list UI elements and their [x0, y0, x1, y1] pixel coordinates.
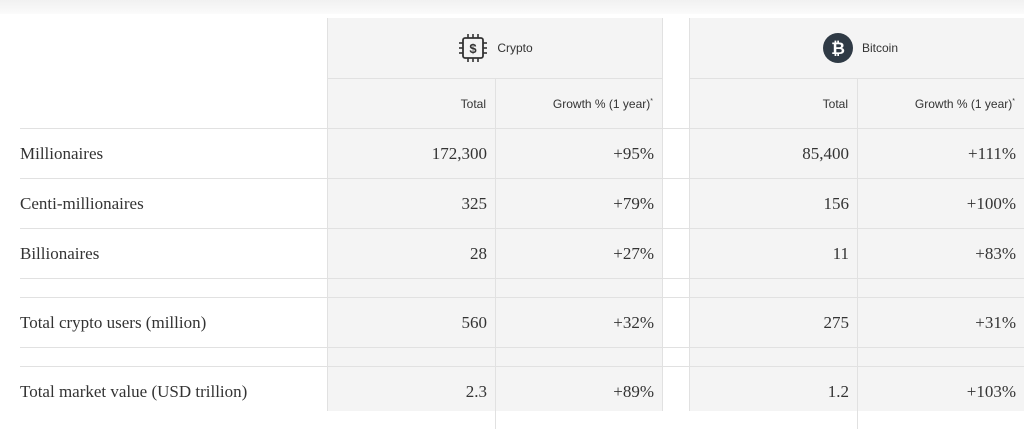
row-divider: [20, 228, 1024, 229]
crypto-growth-value: +27%: [613, 244, 654, 263]
bitcoin-column-title: Bitcoin: [861, 41, 899, 55]
bitcoin-column-divider: [857, 79, 858, 429]
bitcoin-growth-value: +31%: [975, 313, 1016, 332]
crypto-column: $ Crypto Total Growth % (1 year) *: [327, 18, 663, 429]
crypto-column-header: $ Crypto: [328, 18, 662, 79]
bitcoin-growth-header: Growth % (1 year) *: [914, 96, 1015, 111]
crypto-total-value: 172,300: [431, 144, 487, 163]
row-divider: [20, 347, 1024, 348]
crypto-total-value: 2.3: [465, 382, 487, 401]
row-divider: [20, 178, 1024, 179]
row-divider: [20, 128, 1024, 129]
bitcoin-total-value: 11: [832, 244, 849, 263]
bitcoin-total-header: Total: [822, 96, 848, 111]
bitcoin-icon: ₿: [822, 32, 854, 64]
svg-text:₿: ₿: [831, 39, 845, 59]
bitcoin-total-value: 156: [823, 194, 850, 213]
svg-text:$: $: [470, 41, 478, 56]
bitcoin-growth-value: +111%: [968, 144, 1016, 163]
crypto-total-value: 325: [461, 194, 488, 213]
row-label: Billionaires: [20, 244, 100, 263]
crypto-growth-value: +32%: [613, 313, 654, 332]
crypto-total-value: 560: [461, 313, 488, 332]
row-label: Total crypto users (million): [20, 313, 207, 332]
bitcoin-column: ₿ Bitcoin Total Growth % (1 year) *: [689, 18, 1024, 429]
bitcoin-growth-value: +103%: [966, 382, 1016, 401]
bitcoin-total-value: 85,400: [802, 144, 849, 163]
row-label: Centi-millionaires: [20, 194, 144, 213]
crypto-growth-value: +79%: [613, 194, 654, 213]
row-label: Millionaires: [20, 144, 104, 163]
chip-dollar-icon: $: [457, 32, 489, 64]
bitcoin-growth-value: +100%: [966, 194, 1016, 213]
crypto-column-title: Crypto: [497, 41, 533, 55]
top-strip: [0, 0, 1024, 14]
row-divider: [20, 278, 1024, 279]
crypto-growth-value: +89%: [613, 382, 654, 401]
crypto-growth-header: Growth % (1 year) *: [552, 96, 653, 111]
bitcoin-total-value: 1.2: [827, 382, 849, 401]
bitcoin-growth-value: +83%: [975, 244, 1016, 263]
bitcoin-column-header: ₿ Bitcoin: [690, 18, 1024, 79]
bitcoin-total-value: 275: [823, 313, 850, 332]
crypto-column-divider: [495, 79, 496, 429]
crypto-total-value: 28: [470, 244, 487, 263]
crypto-total-header: Total: [460, 96, 486, 111]
row-label: Total market value (USD trillion): [20, 382, 248, 401]
row-divider: [20, 297, 1024, 298]
row-divider: [20, 366, 1024, 367]
crypto-growth-value: +95%: [613, 144, 654, 163]
